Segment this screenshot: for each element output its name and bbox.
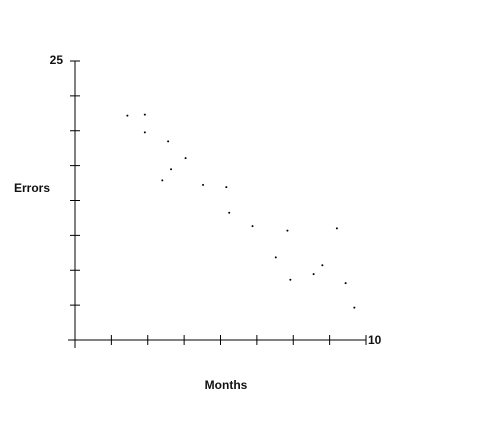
data-point [184, 157, 187, 160]
data-point [161, 179, 164, 182]
y-tick-label: 25 [50, 53, 64, 67]
data-point [289, 278, 292, 281]
data-point [251, 225, 254, 228]
data-point [170, 168, 173, 171]
data-point [228, 211, 231, 214]
x-tick-label: 10 [368, 333, 382, 347]
data-point [143, 113, 146, 116]
data-point [353, 306, 356, 309]
data-point [126, 114, 129, 117]
data-point [274, 256, 277, 259]
data-point [202, 183, 205, 186]
data-point [167, 140, 170, 143]
data-point [335, 227, 338, 230]
data-point [286, 229, 289, 232]
data-point [225, 186, 228, 189]
data-point [312, 273, 315, 276]
x-axis-label: Months [205, 378, 248, 392]
data-point [143, 131, 146, 134]
data-point [344, 282, 347, 285]
y-axis-label: Errors [14, 181, 50, 195]
data-point [321, 264, 324, 267]
